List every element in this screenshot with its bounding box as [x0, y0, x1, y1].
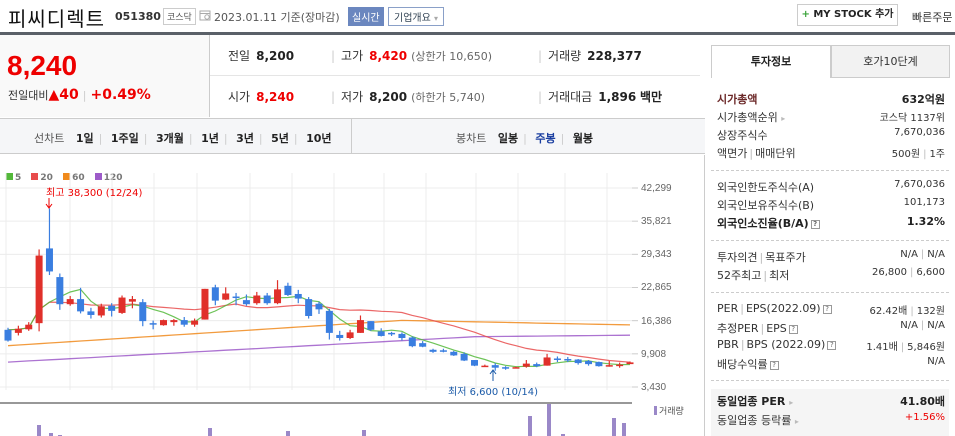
- company-overview-dropdown[interactable]: 기업개요 ▾: [388, 7, 445, 26]
- up-arrow-icon: ▲: [48, 87, 60, 103]
- par-value: 액면가 | 매매단위 500원 | 1주: [717, 147, 945, 160]
- market-badge: 코스닥: [163, 8, 196, 25]
- estimated-per-eps: 추정PER | EPS? N/A | N/A: [717, 320, 945, 335]
- candle-chart-options: 봉차트 일봉 | 주봉 | 월봉: [456, 132, 594, 145]
- legend-ma120: 120: [94, 173, 123, 183]
- y-tick: 9,908: [641, 349, 667, 360]
- chart-legend: 5 20 60 120: [6, 173, 130, 183]
- y-tick: 29,343: [641, 249, 672, 260]
- stats-row-1: 전일 8,200 | 고가 8,420 (상한가 10,650) | 거래량 228,377: [210, 35, 700, 76]
- period-3m[interactable]: 3개월: [156, 132, 184, 145]
- help-icon[interactable]: ?: [822, 305, 832, 314]
- foreign-limit: 외국인한도주식수(A) 7,670,036: [717, 179, 945, 194]
- foreign-ratio: 외국인소진율(B/A)? 1.32%: [717, 215, 945, 230]
- current-price-panel: 8,240 전일대비▲40 | +0.49%: [0, 35, 210, 117]
- period-1w[interactable]: 1주일: [110, 132, 139, 145]
- price-stats: 전일 8,200 | 고가 8,420 (상한가 10,650) | 거래량 228,377…: [210, 35, 700, 117]
- header-divider: [0, 32, 955, 35]
- help-icon[interactable]: ?: [827, 341, 837, 350]
- investment-info-sidebar: 투자정보 호가10단계 시가총액 632억원 시가총액순위 ▸ 코스닥 1137위 …: [705, 35, 955, 436]
- period-1y[interactable]: 1년: [201, 132, 219, 145]
- base-date: 2023.01.11 기준(장마감): [214, 11, 340, 24]
- trade-amount: | 거래대금 1,896 백만: [538, 90, 663, 104]
- market-cap-rank[interactable]: 시가총액순위 ▸ 코스닥 1137위: [717, 111, 945, 124]
- per-eps: PER | EPS(2022.09)? 62.42배 | 132원: [717, 302, 945, 317]
- period-1d[interactable]: 1일: [75, 132, 94, 145]
- dividend-yield: 배당수익률? N/A: [717, 356, 945, 371]
- period-5y[interactable]: 5년: [271, 132, 289, 145]
- high-price: | 고가 8,420 (상한가 10,650): [331, 49, 493, 63]
- pbr-bps: PBR | BPS (2022.09)? 1.41배 | 5,846원: [717, 338, 945, 353]
- divider: [711, 380, 949, 381]
- stock-header: 피씨디렉트 051380 코스닥 2023.01.11 기준(장마감) 실시간 …: [0, 0, 955, 33]
- volume: | 거래량 228,377: [538, 49, 642, 63]
- volume-legend: 거래량: [654, 404, 684, 417]
- foreign-holding: 외국인보유주식수(B) 101,173: [717, 197, 945, 212]
- candle-daily[interactable]: 일봉: [497, 132, 519, 145]
- plus-icon: +: [801, 9, 810, 20]
- help-icon[interactable]: ?: [810, 220, 820, 229]
- tab-investment-info[interactable]: 투자정보: [711, 45, 831, 78]
- current-price: 8,240: [7, 50, 78, 81]
- low-annotation: 최저 6,600 (10/14): [448, 387, 539, 398]
- period-10y[interactable]: 10년: [306, 132, 332, 145]
- y-tick: 42,299: [641, 183, 672, 194]
- listed-shares: 상장주식수 7,670,036: [717, 127, 945, 142]
- help-icon[interactable]: ?: [769, 361, 779, 370]
- arrow-right-icon: ▸: [794, 417, 799, 426]
- stock-name: 피씨디렉트: [8, 7, 105, 31]
- legend-ma5: 5: [6, 173, 21, 183]
- stock-code: 051380: [115, 10, 161, 23]
- sector-per[interactable]: 동일업종 PER ▸ 41.80배: [717, 395, 945, 408]
- tab-order-book[interactable]: 호가10단계: [831, 45, 950, 78]
- stats-row-2: 시가 8,240 | 저가 8,200 (하한가 5,740) | 거래대금 1,896 백…: [210, 76, 700, 117]
- quick-order-link[interactable]: 빠른주문: [912, 11, 953, 24]
- y-tick: 22,865: [641, 282, 672, 293]
- realtime-button[interactable]: 실시간: [348, 7, 384, 26]
- arrow-right-icon: ▸: [781, 114, 786, 123]
- candle-monthly[interactable]: 월봉: [572, 132, 594, 145]
- help-icon[interactable]: ?: [788, 325, 798, 334]
- divider: [711, 292, 949, 293]
- price-change: 전일대비▲40 | +0.49%: [8, 87, 151, 103]
- legend-ma20: 20: [31, 173, 53, 183]
- line-chart-options: 선차트 1일 | 1주일 | 3개월 | 1년 | 3년 | 5년 | 10년: [34, 132, 332, 145]
- calendar-icon: [199, 10, 211, 21]
- sidebar-tabs: 투자정보 호가10단계: [711, 45, 950, 78]
- arrow-right-icon: ▸: [789, 398, 794, 407]
- candlestick-plot: [0, 173, 638, 436]
- week52-range: 52주최고 | 최저 26,800 | 6,600: [717, 267, 945, 282]
- prev-close: 전일 8,200: [228, 49, 295, 63]
- price-chart[interactable]: 5 20 60 120 42,299 35,821 29,343 22,865 …: [0, 155, 705, 436]
- sector-info-block: [711, 389, 949, 436]
- market-cap: 시가총액 632억원: [717, 93, 945, 106]
- divider: [711, 170, 949, 171]
- y-tick: 35,821: [641, 216, 672, 227]
- y-tick: 3,430: [641, 382, 667, 393]
- divider: [711, 240, 949, 241]
- open-price: 시가 8,240: [228, 90, 295, 104]
- candle-weekly[interactable]: 주봉: [535, 132, 556, 145]
- investment-opinion: 투자의견 | 목표주가 N/A | N/A: [717, 249, 945, 264]
- high-annotation: 최고 38,300 (12/24): [46, 188, 143, 199]
- chart-type-bar: 선차트 1일 | 1주일 | 3개월 | 1년 | 3년 | 5년 | 10년 봉차트 일봉…: [0, 118, 705, 154]
- chevron-down-icon: ▾: [434, 14, 439, 23]
- period-3y[interactable]: 3년: [236, 132, 254, 145]
- divider: [351, 119, 352, 154]
- legend-ma60: 60: [63, 173, 85, 183]
- sector-change[interactable]: 동일업종 등락률 ▸ +1.56%: [717, 412, 945, 427]
- add-my-stock-button[interactable]: + MY STOCK 추가: [797, 4, 898, 26]
- y-tick: 16,386: [641, 316, 672, 327]
- low-price: | 저가 8,200 (하한가 5,740): [331, 90, 486, 104]
